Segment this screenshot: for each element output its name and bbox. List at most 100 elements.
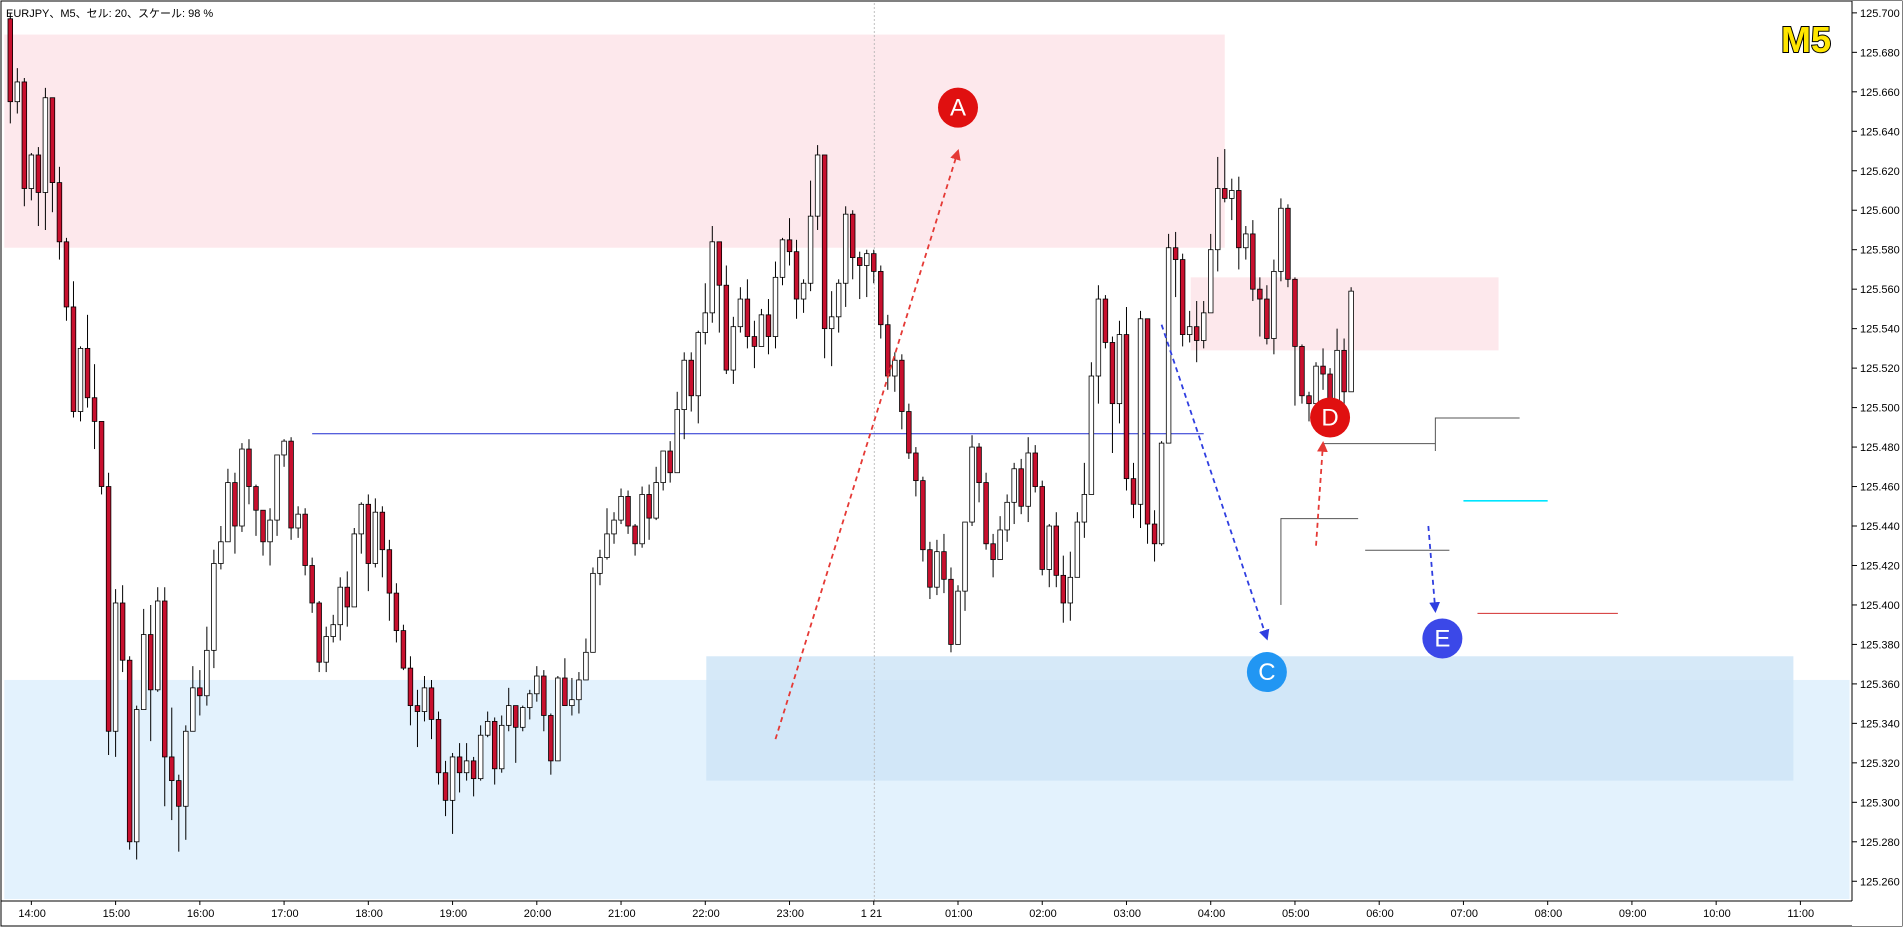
- candle: [491, 717, 498, 785]
- candle-body-bull: [934, 551, 940, 588]
- candle: [133, 705, 140, 860]
- candle: [878, 265, 884, 339]
- supply-zone-1: [4, 34, 1225, 248]
- marker-circle: [1422, 618, 1463, 659]
- candle-body-bear: [246, 448, 252, 487]
- time-tick-label: 09:00: [1619, 908, 1647, 920]
- candle-body-bull: [1229, 190, 1235, 199]
- marker-circle: [1246, 652, 1287, 693]
- candles-layer: [7, 12, 1354, 860]
- zones-layer: [4, 34, 1850, 900]
- candle-body-bear: [70, 306, 77, 412]
- candle: [1208, 233, 1214, 314]
- candle-body-bear: [56, 182, 63, 243]
- candle: [372, 498, 379, 568]
- candle: [842, 206, 849, 307]
- candle-body-bull: [772, 276, 779, 337]
- candle: [941, 533, 947, 594]
- candle-body-bull: [1067, 576, 1074, 604]
- candle: [899, 354, 905, 430]
- candle: [330, 614, 336, 643]
- candle-body-bear: [232, 482, 238, 527]
- candle-body-bear: [407, 667, 414, 707]
- candle-body-bull: [639, 494, 645, 545]
- candle: [934, 539, 940, 596]
- candle: [618, 488, 624, 525]
- candle: [597, 549, 603, 586]
- candle-body-bear: [1250, 233, 1256, 290]
- candle-body-bear: [885, 324, 891, 377]
- candle: [821, 154, 828, 359]
- arrows-layer: [774, 148, 1441, 740]
- candle-body-bull: [281, 440, 287, 456]
- price-tick-label: 125.660: [1860, 87, 1900, 99]
- candle-body-bull: [183, 730, 189, 807]
- candle-body-bull: [463, 760, 470, 774]
- candle: [611, 512, 617, 544]
- candle-body-bear: [1123, 334, 1130, 480]
- candle: [990, 533, 996, 578]
- candle: [197, 670, 203, 716]
- time-tick-label: 06:00: [1366, 908, 1394, 920]
- candle-body-bear: [1018, 468, 1024, 507]
- candle: [105, 472, 112, 755]
- candle: [1201, 301, 1207, 349]
- candle: [1158, 441, 1165, 546]
- candle-body-bear: [1264, 298, 1270, 339]
- candle-body-bull: [323, 636, 329, 663]
- candle: [1292, 277, 1298, 406]
- markers-layer: A C D E: [938, 87, 1463, 693]
- candle: [541, 670, 547, 732]
- candle: [70, 281, 77, 418]
- candle: [463, 743, 470, 781]
- candle-body-bull: [997, 529, 1003, 560]
- candle: [590, 567, 596, 653]
- candle-body-bear: [119, 602, 126, 661]
- candle-body-bear: [976, 446, 982, 483]
- candle: [1271, 259, 1277, 355]
- candle-body-bear: [442, 772, 449, 801]
- candle-body-bull: [1348, 290, 1354, 393]
- candle: [281, 439, 287, 467]
- candle: [267, 508, 273, 566]
- candle: [1320, 348, 1326, 390]
- marker-circle: [938, 87, 978, 128]
- time-axis[interactable]: 14:00 15:00 16:00 17:00 18:00 19:00 20:00 21:00…: [1, 900, 1852, 920]
- marker-e: E: [1422, 618, 1463, 659]
- candle: [828, 291, 835, 367]
- candle-body-bear: [470, 760, 477, 780]
- candle-body-bull: [555, 677, 561, 762]
- price-tick-label: 125.380: [1860, 639, 1900, 651]
- candle: [758, 308, 765, 347]
- candle: [323, 626, 329, 673]
- candle-body-bear: [990, 543, 996, 560]
- candle-body-bull: [969, 446, 975, 523]
- candle-body-bull: [133, 709, 140, 843]
- candle-body-bear: [428, 687, 435, 720]
- candle: [379, 506, 386, 578]
- candle: [1123, 306, 1130, 491]
- candle-body-bull: [477, 734, 484, 780]
- candle: [1278, 198, 1284, 282]
- candle-body-bear: [1179, 259, 1186, 335]
- candle-body-bear: [84, 347, 91, 399]
- candle-body-bull: [681, 359, 687, 410]
- candle-body-bear: [1053, 525, 1059, 576]
- price-axis[interactable]: 125.700 125.680 125.660 125.640 125.620 125.6…: [1851, 1, 1902, 926]
- candle-body-bear: [723, 284, 730, 371]
- candle: [534, 666, 540, 702]
- price-tick-label: 125.580: [1860, 245, 1900, 257]
- candle-body-bear: [878, 271, 884, 326]
- candle: [498, 715, 505, 773]
- candle-body-bull: [337, 586, 343, 626]
- candle-body-bear: [309, 565, 315, 604]
- candle: [702, 283, 708, 345]
- candle: [506, 687, 512, 732]
- candle-body-bear: [744, 298, 751, 337]
- candle: [1299, 344, 1305, 404]
- candle: [56, 166, 63, 260]
- candle: [751, 320, 758, 369]
- candle: [183, 725, 189, 840]
- candle: [906, 403, 912, 459]
